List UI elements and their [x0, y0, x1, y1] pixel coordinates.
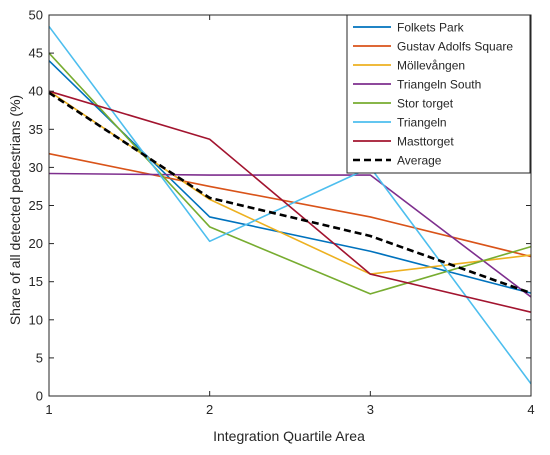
- series-line-3: [48, 172, 532, 298]
- y-tick-label: 25: [29, 198, 43, 213]
- y-tick-label: 10: [29, 312, 43, 327]
- y-tick-label: 0: [36, 389, 43, 404]
- legend-label: Gustav Adolfs Square: [397, 40, 513, 54]
- legend-label: Triangeln South: [397, 78, 481, 92]
- legend-box: [346, 14, 531, 174]
- legend-label: Folkets Park: [397, 21, 465, 35]
- legend-label: Average: [397, 154, 442, 168]
- ticks-layer: 0 5 10 15 20 25 30 35 40 45 50 1 2 3 4: [29, 8, 535, 418]
- y-tick-label: 40: [29, 84, 43, 99]
- x-tick-label: 4: [527, 402, 534, 417]
- y-axis-title: Share of all detected pedestrians (%): [7, 95, 23, 325]
- y-tick-label: 15: [29, 274, 43, 289]
- y-tick-label: 5: [36, 350, 43, 365]
- x-axis-title: Integration Quartile Area: [213, 428, 365, 444]
- x-tick-label: 2: [206, 402, 213, 417]
- legend: Folkets Park Gustav Adolfs Square Möllevån…: [346, 14, 531, 174]
- x-tick-label: 3: [367, 402, 374, 417]
- series-layer: [48, 25, 532, 385]
- legend-label: Triangeln: [397, 116, 447, 130]
- y-tick-label: 30: [29, 160, 43, 175]
- series-line-4: [48, 52, 532, 295]
- series-line-5: [48, 25, 532, 385]
- y-tick-label: 35: [29, 122, 43, 137]
- legend-label: Masttorget: [397, 135, 454, 149]
- y-tick-label: 20: [29, 236, 43, 251]
- series-line-7: [48, 91, 532, 295]
- legend-label: Stor torget: [397, 97, 454, 111]
- series-line-6: [48, 90, 532, 313]
- x-tick-label: 1: [45, 402, 52, 417]
- y-tick-label: 50: [29, 8, 43, 23]
- y-tick-label: 45: [29, 46, 43, 61]
- legend-label: Möllevången: [397, 59, 465, 73]
